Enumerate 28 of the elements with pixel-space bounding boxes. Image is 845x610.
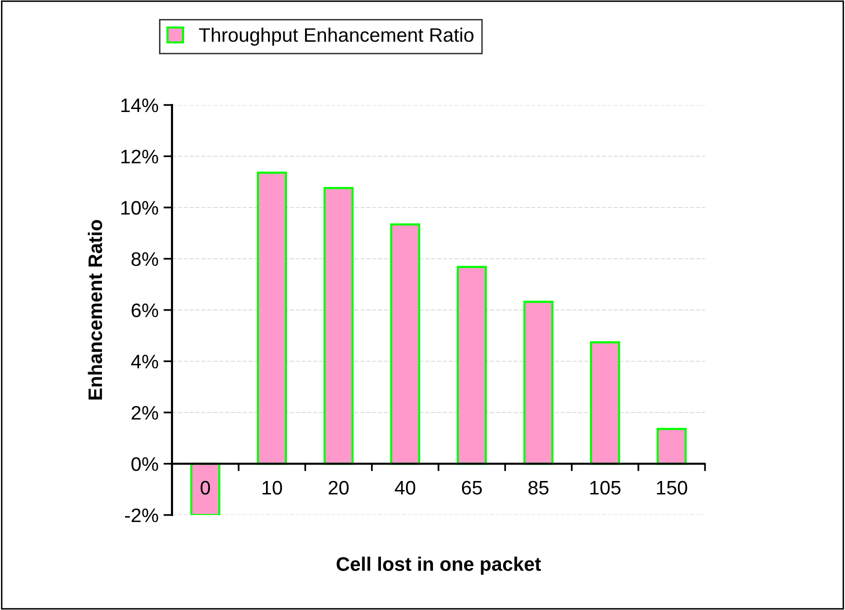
bar (590, 341, 620, 465)
x-tick-label: 40 (394, 480, 416, 495)
bar (324, 186, 354, 465)
y-tick-label: 2% (132, 406, 158, 420)
y-tick-label: 14% (121, 98, 158, 112)
x-tick-label: 0 (200, 480, 210, 495)
y-tick-label: 10% (121, 200, 158, 215)
bar (256, 172, 287, 465)
y-tick-label: 6% (132, 303, 158, 318)
y-tick-label: 0% (131, 457, 158, 471)
bar (523, 300, 554, 465)
x-axis-title: Cell lost in one packet (336, 556, 541, 575)
y-tick-label: 4% (131, 354, 158, 368)
x-tick-label: 20 (328, 480, 349, 495)
x-tick-label: 65 (462, 480, 482, 495)
x-tick-label: 150 (656, 480, 688, 495)
bar (190, 462, 220, 515)
legend-label: Throughput Enhancement Ratio (199, 28, 474, 46)
bar (656, 428, 687, 465)
bar (456, 266, 487, 465)
y-axis-title: Enhancement Ratio (88, 220, 102, 400)
x-tick-label: 10 (262, 480, 282, 495)
y-tick-label: 12% (121, 150, 158, 164)
y-tick-label: 8% (132, 252, 158, 266)
x-tick-label: 105 (590, 480, 620, 495)
y-tick-label: -2% (125, 508, 158, 522)
bar (390, 223, 420, 465)
x-tick-label: 85 (528, 480, 548, 495)
